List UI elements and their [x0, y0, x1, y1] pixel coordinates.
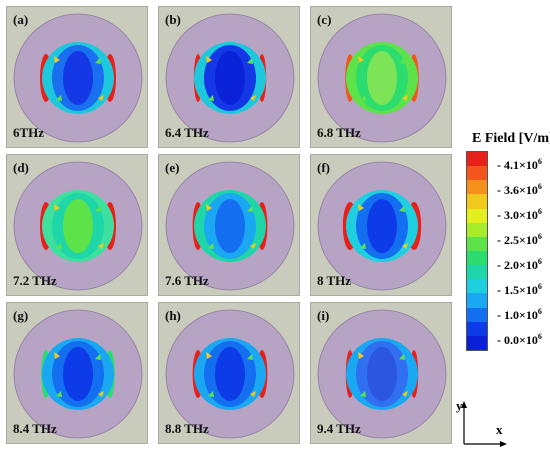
panel-label: (i)	[317, 308, 330, 323]
colorbar-segment	[467, 279, 487, 294]
panel: (a) 6THz	[6, 6, 148, 148]
panel-label: (f)	[317, 160, 330, 175]
panel-frequency: 8.8 THz	[165, 421, 209, 436]
panel: (b) 6.4 THz	[158, 6, 300, 148]
colorbar-segment	[467, 180, 487, 195]
colorbar-segment	[467, 222, 487, 237]
panel-label: (a)	[13, 12, 29, 27]
panel-frequency: 6.4 THz	[165, 125, 209, 140]
panel-frequency: 7.2 THz	[13, 273, 57, 288]
panel-frequency: 8.4 THz	[13, 421, 57, 436]
panel: (f) 8 THz	[310, 154, 452, 296]
colorbar-segment	[467, 265, 487, 280]
colorbar-tick-label: - 0.0×106	[497, 332, 542, 347]
colorbar-segment	[467, 293, 487, 308]
colorbar-tick-label: - 4.1×106	[497, 157, 542, 172]
colorbar-segment	[467, 250, 487, 266]
panel: (c) 6.8 THz	[310, 6, 452, 148]
colorbar-segment	[467, 335, 487, 350]
colorbar-segment	[467, 194, 487, 209]
panel-label: (d)	[13, 160, 29, 175]
panel: (g) 8.4 THz	[6, 302, 148, 444]
panel-frequency: 8 THz	[317, 273, 352, 288]
axes-arrows	[461, 401, 507, 447]
colorbar-tick-label: - 1.0×106	[497, 307, 542, 322]
panel-frequency: 6THz	[13, 125, 45, 140]
field-map	[165, 309, 295, 439]
axes-indicator: y x	[456, 398, 516, 453]
field-map	[317, 161, 447, 291]
field-map	[13, 309, 143, 439]
panel-label: (c)	[317, 12, 332, 27]
colorbar-segment	[467, 321, 487, 336]
colorbar-tick-label: - 2.0×106	[497, 257, 542, 272]
panel-frequency: 6.8 THz	[317, 125, 361, 140]
panel-label: (b)	[165, 12, 181, 27]
field-map	[317, 309, 447, 439]
colorbar-tick-label: - 3.0×106	[497, 207, 542, 222]
colorbar-segment	[467, 152, 487, 167]
panel: (h) 8.8 THz	[158, 302, 300, 444]
field-map	[317, 13, 447, 143]
colorbar	[466, 151, 488, 351]
colorbar-segment	[467, 208, 487, 223]
field-map	[165, 161, 295, 291]
colorbar-tick-label: - 1.5×106	[497, 282, 542, 297]
colorbar-title: E Field [V/m]	[472, 131, 550, 146]
colorbar-segment	[467, 236, 487, 251]
panel: (e) 7.6 THz	[158, 154, 300, 296]
panel-frequency: 7.6 THz	[165, 273, 209, 288]
field-map	[165, 13, 295, 143]
field-map	[13, 13, 143, 143]
colorbar-segment	[467, 307, 487, 322]
panel-label: (e)	[165, 160, 180, 175]
panel-frequency: 9.4 THz	[317, 421, 361, 436]
panel-label: (h)	[165, 308, 181, 323]
colorbar-tick-label: - 2.5×106	[497, 232, 542, 247]
field-map	[13, 161, 143, 291]
panel: (i) 9.4 THz	[310, 302, 452, 444]
panel: (d) 7.2 THz	[6, 154, 148, 296]
colorbar-tick-label: - 3.6×106	[497, 182, 542, 197]
panel-label: (g)	[13, 308, 29, 323]
colorbar-segment	[467, 166, 487, 181]
x-axis-label: x	[496, 422, 503, 437]
y-axis-label: y	[456, 398, 463, 413]
